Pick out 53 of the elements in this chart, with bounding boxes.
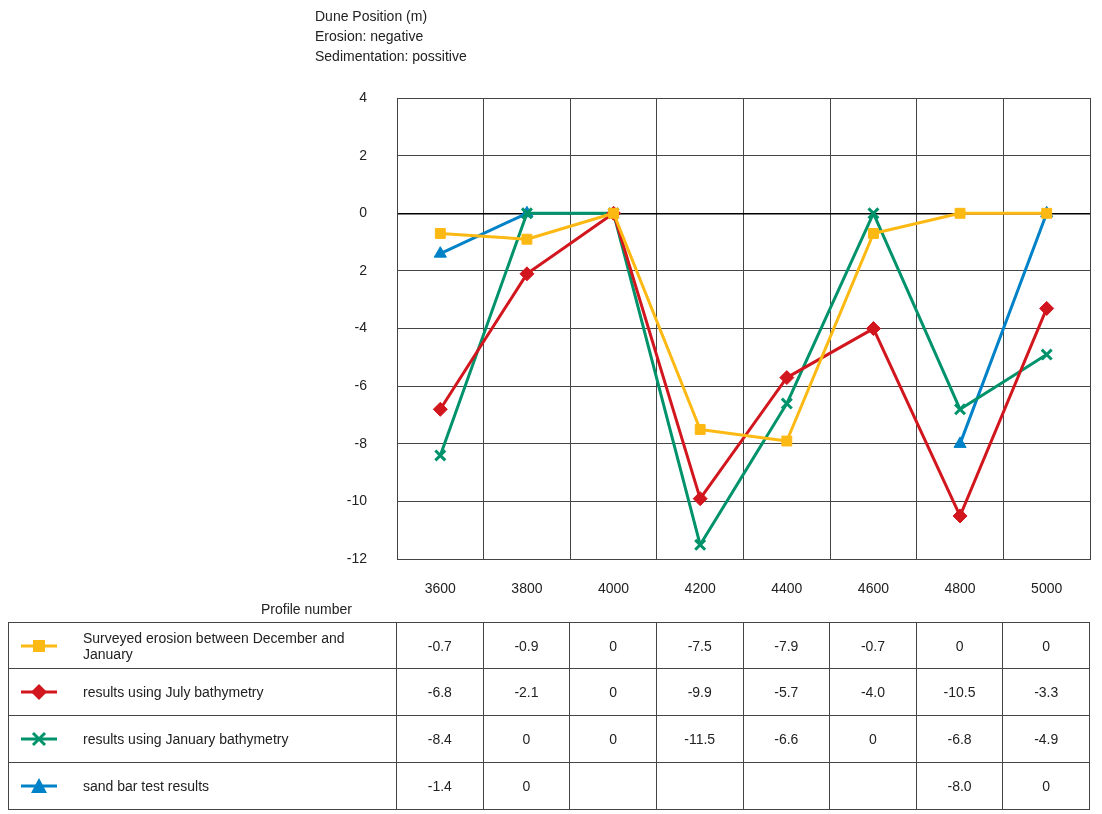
y-tick-label: -4: [354, 319, 368, 336]
data-label: 0: [609, 684, 617, 700]
y-tick-label: -10: [346, 492, 368, 509]
y-tick-label: -12: [346, 550, 368, 567]
data-label: -11.5: [684, 731, 716, 747]
data-label: -0.9: [514, 637, 539, 654]
legend-label: results using July bathymetry: [83, 684, 264, 700]
legend-label: Surveyed erosion between December and January: [83, 629, 346, 662]
y-axis-title: Dune Position (m): [315, 7, 429, 26]
x-tick-label: 4400: [771, 580, 803, 597]
data-label: 0: [955, 637, 964, 654]
data-label: -6.8: [947, 731, 972, 747]
x-tick-label: 4800: [944, 580, 976, 597]
data-label: 0: [522, 731, 531, 747]
x-tick-label: 4600: [857, 580, 890, 597]
data-label: 0: [609, 731, 617, 747]
data-label: -4.9: [1034, 731, 1059, 747]
data-label: -8.0: [947, 778, 972, 794]
data-label: -4.0: [860, 684, 885, 700]
data-label: -6.8: [427, 684, 452, 700]
x-tick-label: 4200: [684, 580, 716, 597]
data-label: 0: [609, 637, 617, 654]
x-tick-label: 3800: [511, 580, 543, 597]
data-label: -0.7: [860, 637, 885, 654]
data-label: -6.6: [774, 731, 799, 747]
x-tick-label: 5000: [1031, 580, 1063, 597]
text: Erosion: negative: [315, 27, 425, 46]
data-label: 0: [1042, 778, 1051, 794]
data-label: 0: [1042, 637, 1051, 654]
data-label: -0.7: [427, 637, 452, 654]
y-tick-label: -8: [354, 434, 368, 451]
data-label: 0: [869, 731, 877, 747]
y-tick-label: 2: [359, 261, 368, 278]
data-label: -3.3: [1034, 684, 1059, 700]
data-label: -10.5: [943, 684, 976, 700]
y-tick-label: -6: [354, 377, 368, 394]
x-axis-title: Profile number: [260, 600, 353, 617]
data-label: -1.4: [427, 778, 452, 794]
data-label: -8.4: [427, 731, 452, 747]
legend-label: sand bar test results: [83, 778, 210, 794]
x-tick-label: 4000: [597, 580, 630, 597]
y-tick-label: 4: [359, 88, 368, 105]
data-label: -7.9: [774, 637, 799, 654]
legend-label: results using January bathymetry: [83, 731, 289, 747]
data-label: -5.7: [774, 684, 799, 700]
data-label: -7.5: [687, 637, 712, 654]
data-label: 0: [522, 778, 531, 794]
data-label: -9.9: [687, 684, 712, 700]
data-label: -2.1: [514, 684, 539, 700]
x-tick-label: 3600: [424, 580, 457, 597]
y-tick-label: 0: [359, 204, 368, 221]
y-tick-label: 2: [359, 146, 368, 163]
text: Sedimentation: possitive: [315, 47, 467, 66]
